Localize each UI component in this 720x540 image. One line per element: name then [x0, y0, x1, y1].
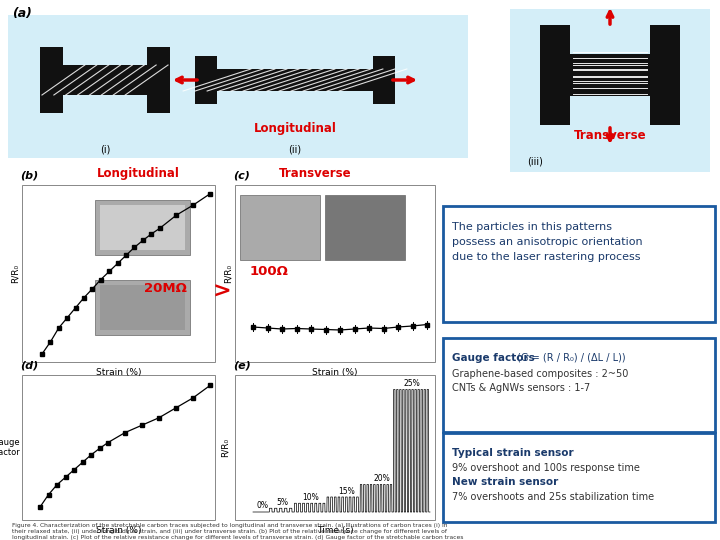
Bar: [570, 79, 650, 96]
Text: R/R₀: R/R₀: [221, 438, 230, 457]
Text: (e): (e): [233, 360, 251, 370]
Text: 20MΩ: 20MΩ: [143, 282, 186, 295]
Bar: [650, 25, 680, 125]
Bar: [195, 56, 217, 104]
Text: Gauge
Factor: Gauge Factor: [0, 438, 20, 457]
Text: Gauge factors: Gauge factors: [452, 353, 535, 363]
Text: Typical strain sensor: Typical strain sensor: [452, 448, 574, 458]
Bar: [22, 185, 215, 362]
Bar: [40, 47, 63, 113]
Text: R/R₀: R/R₀: [224, 264, 233, 283]
Text: 20%: 20%: [374, 474, 390, 483]
Bar: [22, 375, 215, 520]
Text: due to the laser rastering process: due to the laser rastering process: [452, 252, 641, 262]
Text: Strain (%): Strain (%): [96, 526, 141, 535]
Text: The particles in this patterns: The particles in this patterns: [452, 222, 612, 232]
Text: Strain (%): Strain (%): [96, 368, 141, 377]
Bar: [100, 205, 185, 250]
Text: >: >: [212, 282, 231, 302]
Bar: [373, 56, 395, 104]
Text: (b): (b): [20, 170, 38, 180]
Bar: [240, 195, 320, 260]
Bar: [235, 185, 435, 362]
Text: 7% overshoots and 25s stabilization time: 7% overshoots and 25s stabilization time: [452, 492, 654, 502]
FancyBboxPatch shape: [443, 206, 715, 322]
Text: Time (s): Time (s): [317, 526, 354, 535]
Text: Longitudinal: Longitudinal: [253, 122, 336, 135]
Text: 100Ω: 100Ω: [250, 265, 289, 278]
Text: 0%: 0%: [256, 501, 269, 510]
Text: Transverse: Transverse: [279, 167, 351, 180]
Text: (i): (i): [100, 144, 110, 154]
Bar: [100, 285, 185, 330]
Text: 9% overshoot and 100s response time: 9% overshoot and 100s response time: [452, 463, 640, 473]
Text: Strain (%): Strain (%): [312, 368, 358, 377]
Text: 25%: 25%: [403, 379, 420, 388]
Text: Longitudinal: Longitudinal: [97, 167, 180, 180]
Text: New strain sensor: New strain sensor: [452, 477, 558, 487]
FancyBboxPatch shape: [443, 338, 715, 432]
Text: (ii): (ii): [289, 144, 302, 154]
Text: Graphene-based composites : 2~50: Graphene-based composites : 2~50: [452, 369, 629, 379]
Bar: [147, 47, 170, 113]
Bar: [570, 66, 650, 83]
Text: 15%: 15%: [338, 487, 355, 496]
FancyBboxPatch shape: [510, 9, 710, 172]
Bar: [95, 200, 190, 255]
Bar: [570, 54, 650, 71]
Text: (a): (a): [12, 7, 32, 20]
Text: (d): (d): [20, 360, 38, 370]
Text: (iii): (iii): [527, 157, 543, 167]
Bar: [325, 195, 405, 260]
Text: 5%: 5%: [276, 498, 288, 507]
Text: Transverse: Transverse: [574, 129, 647, 142]
FancyBboxPatch shape: [8, 15, 468, 158]
Text: (G = (R / R₀) / (ΔL / L)): (G = (R / R₀) / (ΔL / L)): [514, 353, 626, 363]
Text: R/R₀: R/R₀: [11, 264, 20, 283]
Bar: [235, 375, 435, 520]
Text: CNTs & AgNWs sensors : 1-7: CNTs & AgNWs sensors : 1-7: [452, 383, 590, 393]
Text: 10%: 10%: [302, 493, 319, 502]
Bar: [540, 25, 570, 125]
Text: possess an anisotropic orientation: possess an anisotropic orientation: [452, 237, 643, 247]
Text: (c): (c): [233, 170, 250, 180]
FancyBboxPatch shape: [443, 433, 715, 522]
Text: Figure 4. Characterization of the stretchable carbon traces subjected to longitu: Figure 4. Characterization of the stretc…: [12, 523, 464, 540]
Bar: [217, 69, 373, 91]
Bar: [95, 280, 190, 335]
Bar: [63, 65, 147, 95]
